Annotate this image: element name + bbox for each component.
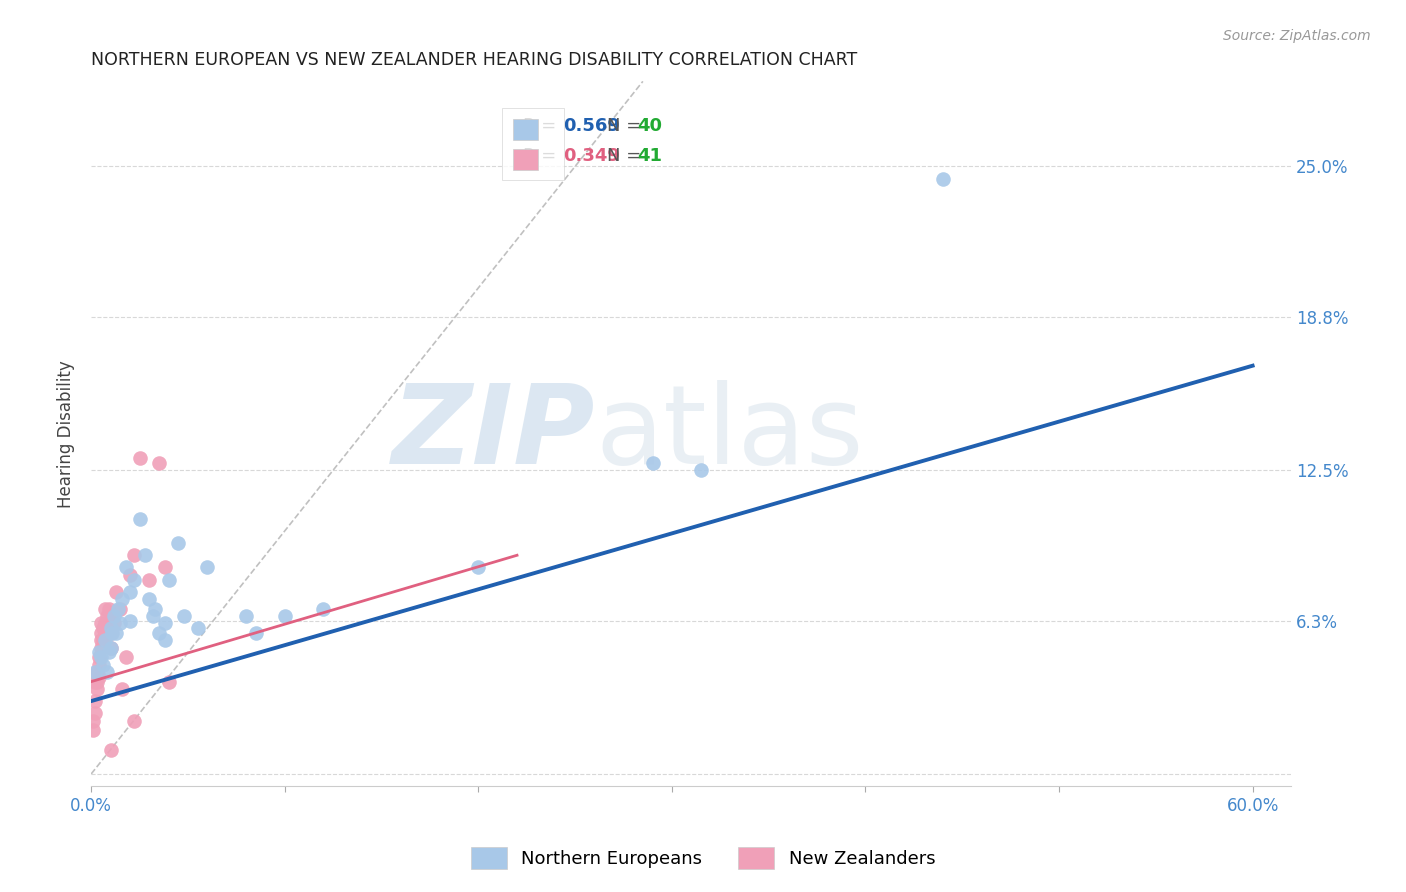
Y-axis label: Hearing Disability: Hearing Disability: [58, 359, 75, 508]
Point: [173, 609, 195, 624]
Point: [86, 681, 108, 696]
Point: [115, 560, 138, 574]
Point: [103, 609, 125, 624]
Point: [153, 616, 176, 631]
Point: [100, 742, 122, 756]
Point: [101, 626, 124, 640]
Point: [138, 592, 160, 607]
Text: 0.569: 0.569: [562, 117, 620, 135]
Point: [148, 626, 170, 640]
Point: [93, 633, 115, 648]
Point: [153, 633, 176, 648]
Point: [118, 567, 141, 582]
Point: [91, 633, 114, 648]
Point: [97, 645, 120, 659]
Point: [84, 674, 107, 689]
Text: R =: R =: [523, 117, 562, 135]
Point: [118, 614, 141, 628]
Point: [96, 609, 118, 624]
Point: [90, 650, 112, 665]
Point: [93, 616, 115, 631]
Point: [90, 626, 112, 640]
Point: [100, 640, 122, 655]
Legend: , : ,: [502, 108, 564, 180]
Point: [108, 601, 131, 615]
Text: Source: ZipAtlas.com: Source: ZipAtlas.com: [1223, 29, 1371, 43]
Point: [641, 456, 664, 470]
Point: [245, 626, 267, 640]
Point: [100, 640, 122, 655]
Point: [122, 714, 145, 728]
Point: [274, 609, 297, 624]
Point: [108, 616, 131, 631]
Point: [138, 573, 160, 587]
Point: [167, 536, 190, 550]
Point: [82, 723, 104, 738]
Point: [115, 650, 138, 665]
Point: [87, 645, 110, 659]
Point: [143, 601, 166, 615]
Text: 0.349: 0.349: [562, 147, 620, 165]
Point: [128, 451, 150, 466]
Point: [96, 621, 118, 635]
Point: [148, 456, 170, 470]
Point: [467, 560, 489, 574]
Point: [91, 657, 114, 672]
Point: [142, 609, 165, 624]
Point: [932, 171, 955, 186]
Text: N =: N =: [607, 117, 647, 135]
Point: [84, 706, 107, 721]
Point: [86, 665, 108, 679]
Point: [82, 714, 104, 728]
Text: 40: 40: [637, 117, 662, 135]
Point: [111, 681, 134, 696]
Point: [235, 609, 257, 624]
Point: [90, 640, 112, 655]
Point: [97, 601, 120, 615]
Text: atlas: atlas: [595, 380, 863, 487]
Text: NORTHERN EUROPEAN VS NEW ZEALANDER HEARING DISABILITY CORRELATION CHART: NORTHERN EUROPEAN VS NEW ZEALANDER HEARI…: [91, 51, 858, 69]
Point: [122, 573, 145, 587]
Point: [105, 626, 128, 640]
Point: [100, 609, 122, 624]
Point: [100, 626, 122, 640]
Point: [134, 548, 156, 562]
Text: N =: N =: [607, 147, 647, 165]
Point: [84, 694, 107, 708]
Point: [195, 560, 218, 574]
Point: [111, 592, 134, 607]
Point: [157, 674, 180, 689]
Point: [84, 665, 107, 679]
Point: [90, 616, 112, 631]
Point: [153, 560, 176, 574]
Text: R =: R =: [523, 147, 562, 165]
Text: 41: 41: [637, 147, 662, 165]
Point: [105, 584, 128, 599]
Point: [86, 674, 108, 689]
Point: [312, 601, 335, 615]
Point: [91, 621, 114, 635]
Point: [107, 601, 129, 615]
Legend: Northern Europeans, New Zealanders: Northern Europeans, New Zealanders: [461, 838, 945, 879]
Point: [103, 616, 125, 631]
Point: [87, 657, 110, 672]
Point: [690, 463, 713, 477]
Point: [101, 621, 124, 635]
Point: [90, 633, 112, 648]
Point: [93, 601, 115, 615]
Text: ZIP: ZIP: [392, 380, 595, 487]
Point: [187, 621, 209, 635]
Point: [87, 650, 110, 665]
Point: [87, 670, 110, 684]
Point: [122, 548, 145, 562]
Point: [157, 573, 180, 587]
Point: [96, 665, 118, 679]
Point: [100, 621, 122, 635]
Point: [118, 584, 141, 599]
Point: [93, 626, 115, 640]
Point: [128, 512, 150, 526]
